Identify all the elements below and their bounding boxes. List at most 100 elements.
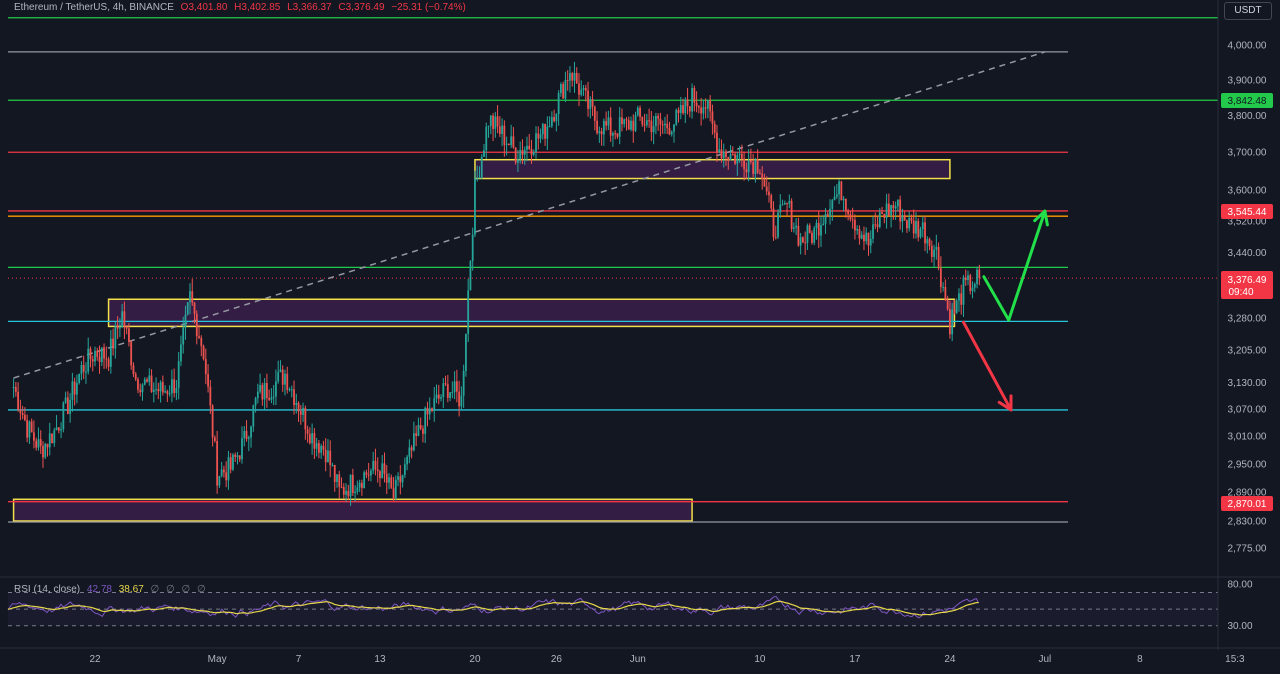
candle-body-102 <box>243 430 246 439</box>
candle-body-214 <box>496 116 499 127</box>
time-tick-2: 7 <box>296 654 302 665</box>
rsi-ma-line <box>7 600 979 616</box>
candle-body-106 <box>252 405 255 427</box>
rsi-title[interactable]: RSI (14, close) <box>14 584 81 595</box>
candle-body-127 <box>299 411 302 415</box>
label-bottom-red: 2,870.01 <box>1228 499 1267 510</box>
candle-body-225 <box>521 150 524 155</box>
currency-button[interactable]: USDT <box>1224 2 1272 20</box>
candle-body-40 <box>103 347 105 359</box>
candle-body-153 <box>358 482 361 488</box>
time-tick-7: 10 <box>754 654 766 665</box>
candle-body-121 <box>286 373 289 390</box>
candle-body-331 <box>761 173 764 179</box>
candle-body-112 <box>265 383 268 398</box>
candle-body-62 <box>152 389 155 392</box>
candle-body-55 <box>137 379 139 390</box>
candle-body-297 <box>684 99 687 114</box>
candle-body-216 <box>501 125 503 134</box>
time-tick-12: 15:3 <box>1225 654 1245 665</box>
candle-body-168 <box>392 487 395 498</box>
candle-body-95 <box>227 457 230 481</box>
time-tick-11: 8 <box>1137 654 1143 665</box>
label-countdown: 09:40 <box>1228 287 1253 298</box>
rsi-pane: 80.00 30.00 <box>0 576 1280 632</box>
candle-body-73 <box>177 361 180 389</box>
candle-body-263 <box>607 117 610 126</box>
candle-body-222 <box>514 147 517 163</box>
candle-body-130 <box>306 429 309 434</box>
candle-body-120 <box>284 373 286 385</box>
candle-body-110 <box>261 385 264 400</box>
candle-body-318 <box>731 154 734 156</box>
candle-body-309 <box>711 111 714 124</box>
candle-body-325 <box>747 160 750 173</box>
arrow-path-0 <box>982 209 1047 322</box>
candle-body-152 <box>356 487 359 492</box>
price-tick-13: 2,890.00 <box>1228 488 1267 499</box>
time-axis[interactable]: 22 May 7 13 20 26 Jun 10 17 24 Jul 8 15:3 <box>0 647 1280 665</box>
candle-body-281 <box>648 120 651 122</box>
price-tick-0: 4,000.00 <box>1228 41 1267 52</box>
candle-body-78 <box>189 291 191 303</box>
candle-body-416 <box>953 309 956 313</box>
candle-body-139 <box>327 450 329 463</box>
candle-body-89 <box>213 437 216 442</box>
candle-body-47 <box>118 327 121 329</box>
candle-body-199 <box>462 370 465 396</box>
candle-body-211 <box>489 115 492 126</box>
candle-body-50 <box>125 326 128 329</box>
candle-body-17 <box>51 433 53 444</box>
rsi-extra-3: ∅ <box>181 584 191 595</box>
candle-body-255 <box>589 99 592 109</box>
price-tick-1: 3,900.00 <box>1228 75 1267 86</box>
rsi-extra-2: ∅ <box>166 584 175 595</box>
candle-body-294 <box>677 109 680 113</box>
candle-body-422 <box>967 275 969 281</box>
candle-body-179 <box>417 424 420 436</box>
candle-body-241 <box>557 93 560 115</box>
candle-body-67 <box>164 391 167 393</box>
candle-body-228 <box>528 145 531 150</box>
candle-body-129 <box>304 407 307 430</box>
candle-body-267 <box>616 133 619 137</box>
candle-body-386 <box>885 203 888 218</box>
price-axis[interactable]: 4,000.00 3,900.00 3,800.00 3,700.00 3,600.00… <box>1217 0 1267 650</box>
candle-body-408 <box>935 246 938 250</box>
candle-body-260 <box>600 131 603 135</box>
label-top-green-bg <box>1221 93 1273 108</box>
candle-body-316 <box>727 156 730 160</box>
candle-body-235 <box>544 123 546 139</box>
ohlc-high: H3,402.85 <box>234 2 281 13</box>
symbol-title[interactable]: Ethereum / TetherUS, 4h, BINANCE <box>14 2 174 13</box>
arrow-head-1 <box>997 394 1013 412</box>
candle-body-42 <box>107 359 110 367</box>
arrows-layer <box>961 209 1049 412</box>
candle-body-401 <box>919 229 922 238</box>
price-tick-2: 3,800.00 <box>1228 111 1267 122</box>
candle-body-24 <box>66 397 69 414</box>
candle-body-394 <box>903 215 906 221</box>
candle-body-93 <box>223 469 225 473</box>
candle-body-262 <box>605 120 608 126</box>
candle-body-397 <box>910 217 913 221</box>
candle-body-25 <box>69 399 72 414</box>
candle-body-22 <box>62 402 65 430</box>
candle-body-79 <box>191 291 194 303</box>
candle-body-218 <box>505 143 508 145</box>
candle-body-206 <box>478 177 481 179</box>
candle-body-308 <box>709 100 712 112</box>
candle-body-135 <box>318 443 320 453</box>
candle-body-264 <box>609 117 612 136</box>
zone-2 <box>12 498 693 522</box>
price-tick-3: 3,700.00 <box>1228 148 1267 159</box>
candle-body-350 <box>804 242 807 244</box>
candle-body-12 <box>39 439 42 447</box>
candle-body-375 <box>860 234 863 239</box>
candle-body-57 <box>141 384 144 393</box>
candle-body-269 <box>621 117 623 125</box>
candle-body-242 <box>560 84 562 94</box>
candle-body-243 <box>562 84 565 99</box>
candle-body-208 <box>483 150 485 157</box>
